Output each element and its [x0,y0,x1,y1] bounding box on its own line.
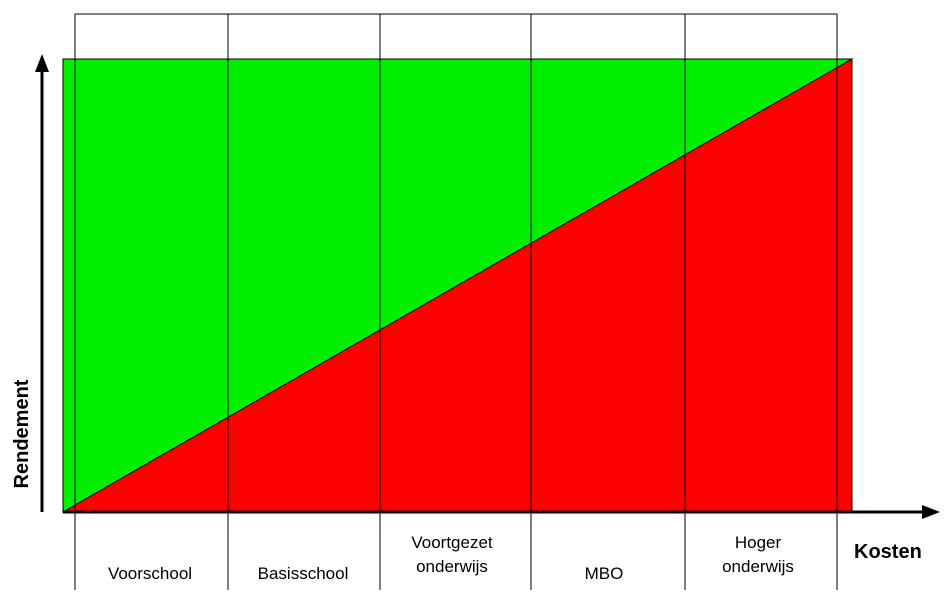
x-axis-arrowhead [922,505,940,519]
stage-label: Basisschool [258,564,349,583]
stage-label-line: Hoger [735,533,782,552]
stage-label-line: MBO [585,564,624,583]
top-frame [75,14,837,60]
stage-label: Hoger onderwijs [722,533,794,576]
stage-label-line: onderwijs [416,557,488,576]
stage-labels: Voorschool Basisschool Voortgezet onderwijs… [108,533,794,583]
stage-label: Voortgezet onderwijs [411,533,493,576]
stage-label-line: Voorschool [108,564,192,583]
stage-label: Voorschool [108,564,192,583]
stage-label: MBO [585,564,624,583]
x-axis-label: Kosten [854,541,922,563]
stage-label-line: Voortgezet [411,533,493,552]
y-axis-arrowhead [35,54,49,72]
y-axis-label: Rendement [11,379,33,488]
stage-label-line: onderwijs [722,557,794,576]
stage-label-line: Basisschool [258,564,349,583]
